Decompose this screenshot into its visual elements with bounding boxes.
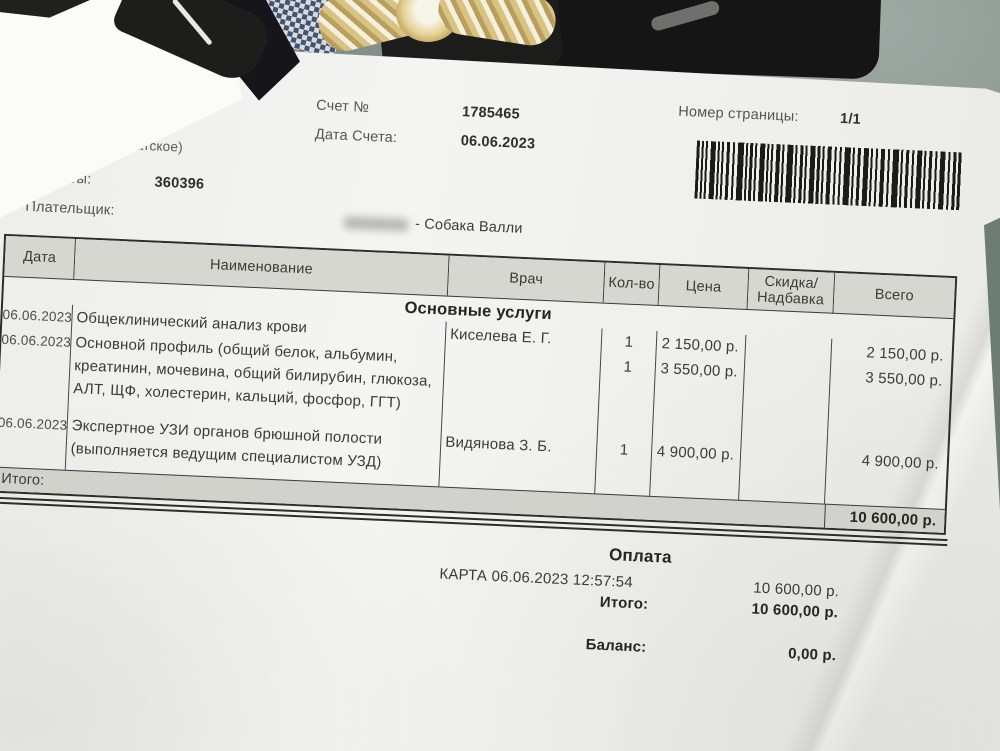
invoice-header: елый клык (Крылатское) Счет № 1785465 Но…: [4, 58, 973, 277]
spacer: [438, 600, 599, 607]
column-header-total: Всего: [833, 272, 956, 320]
invoice-content: елый клык (Крылатское) Счет № 1785465 Но…: [0, 58, 973, 669]
cell-date: 06.06.2023: [0, 326, 72, 401]
payer-row: Плательщик: - Собака Валли: [25, 199, 523, 237]
payer-label: Плательщик:: [25, 198, 115, 219]
payment-total-amount: 10 600,00 р.: [751, 600, 839, 622]
invoice-date-row: Дата Счета: 06.06.2023: [315, 127, 536, 153]
column-header-discount: Скидка/ Надбавка: [747, 269, 836, 314]
barcode: [694, 140, 962, 211]
column-header-qty: Кол-во: [603, 262, 661, 307]
cell-qty: 1: [595, 424, 654, 496]
cell-price: 3 550,00 р.: [653, 355, 746, 431]
page-number-value: 1/1: [839, 110, 862, 128]
payment-balance-amount: 0,00 р.: [787, 645, 837, 665]
cell-total: 4 900,00 р.: [861, 452, 940, 473]
payment-balance-row: Баланс: 0,00 р.: [436, 629, 836, 664]
card-number-row: № карты: 360396: [26, 169, 204, 193]
card-number-label: № карты:: [26, 168, 92, 188]
payment-method-amount: 10 600,00 р.: [752, 579, 840, 601]
column-header-doctor: Врач: [447, 255, 606, 304]
invoice-number-value: 1785465: [461, 104, 521, 123]
invoice-date-label: Дата Счета:: [314, 126, 398, 147]
payer-redacted-smudge: [342, 215, 410, 232]
cell-discount: [742, 359, 832, 435]
services-table: Дата Наименование Врач Кол-во Цена Скидк…: [0, 233, 958, 536]
cell-date: 06.06.2023: [0, 397, 69, 470]
payer-value: - Собака Валли: [414, 216, 524, 237]
cell-price: 4 900,00 р.: [650, 426, 743, 500]
payment-section: Оплата КАРТА 06.06.2023 12:57:54 10 600,…: [436, 538, 840, 664]
page-number-label: Номер страницы:: [677, 103, 800, 126]
invoice-number-row: Счет № 1785465: [316, 98, 520, 123]
page-number-row: Номер страницы: 1/1: [678, 104, 861, 128]
dark-object-highlight: [649, 0, 721, 33]
cell-discount: [739, 430, 829, 504]
cell-doctor: [442, 346, 602, 425]
payment-balance-label: Баланс:: [585, 636, 647, 656]
table-total-value: 10 600,00 р.: [823, 504, 945, 533]
cell-qty: 1: [598, 353, 657, 427]
spacer: [633, 587, 689, 590]
clip-highlight: [171, 0, 213, 46]
column-header-price: Цена: [658, 265, 750, 310]
cell-total: 3 550,00 р.: [864, 369, 943, 390]
invoice-number-label: Счет №: [315, 97, 370, 116]
card-number-value: 360396: [154, 174, 205, 193]
cell-date: 06.06.2023: [2, 301, 74, 330]
cell-doctor: Видянова З. Б.: [439, 417, 599, 494]
cell-discount: [745, 334, 833, 364]
spacer: [436, 642, 585, 649]
cell-qty: 1: [601, 328, 658, 356]
corner-dark-object: [0, 0, 90, 18]
clinic-name: елый клык (Крылатское): [26, 132, 184, 155]
invoice-date-value: 06.06.2023: [460, 133, 536, 153]
payment-total-label: Итого:: [599, 593, 649, 613]
column-header-date: Дата: [4, 235, 77, 280]
